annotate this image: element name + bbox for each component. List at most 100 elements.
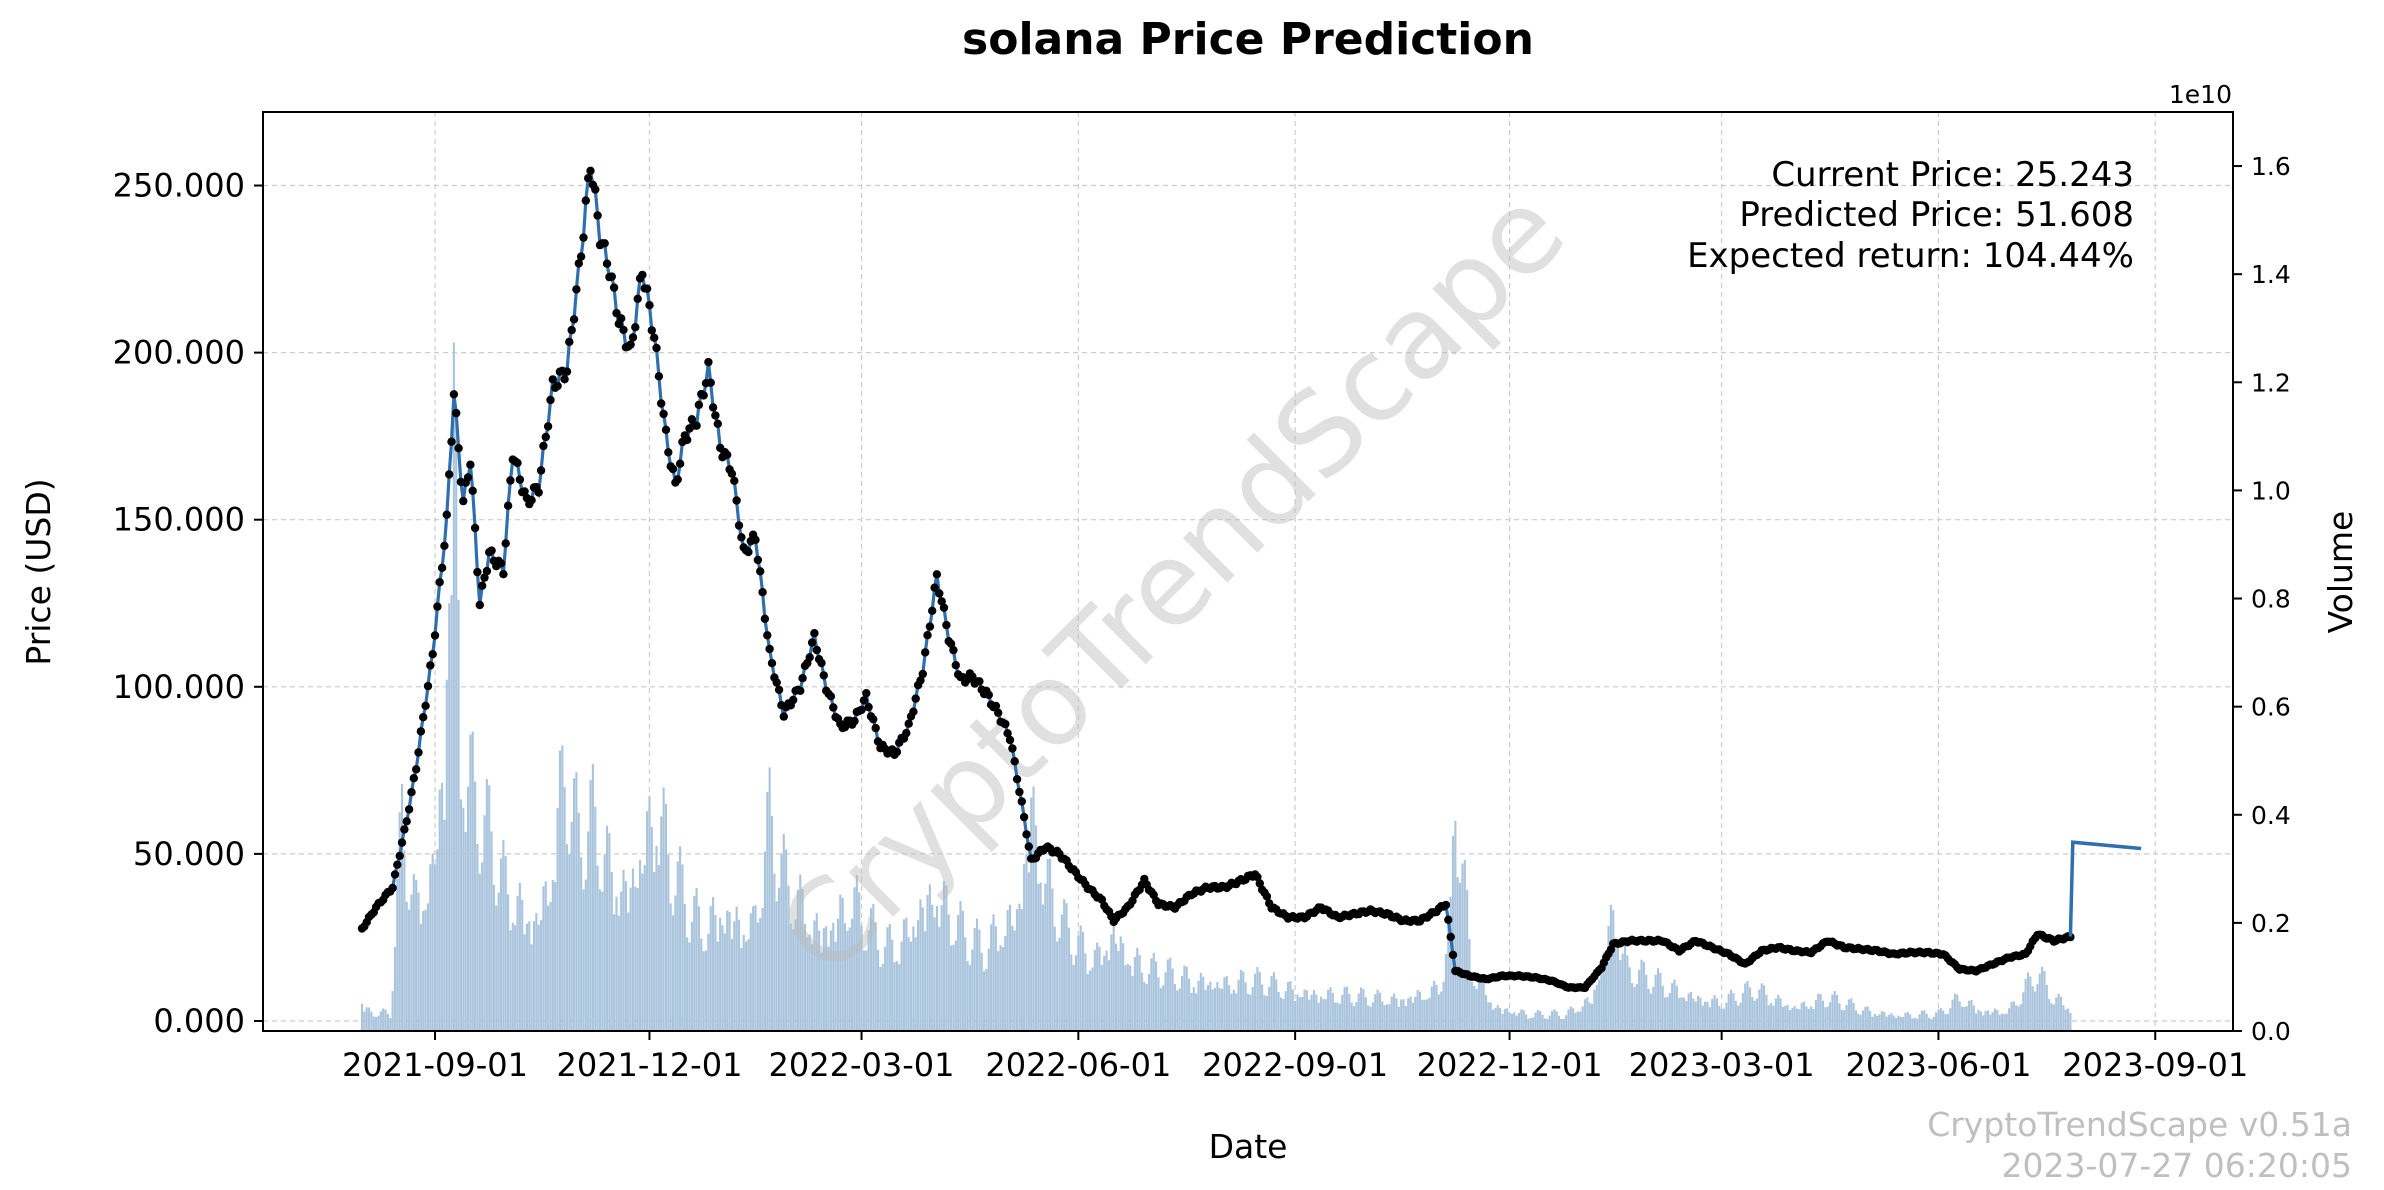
- price-point: [496, 559, 506, 568]
- volume-bar: [1228, 985, 1231, 1031]
- volume-bar: [1119, 936, 1122, 1031]
- x-tick-label: 2023-03-01: [1629, 1046, 1815, 1084]
- volume-bar: [1673, 979, 1676, 1031]
- volume-bar: [412, 874, 415, 1031]
- price-point: [1448, 950, 1458, 960]
- volume-bar: [1444, 954, 1448, 1031]
- volume-bar: [1852, 1002, 1855, 1031]
- volume-bar: [1621, 953, 1624, 1031]
- volume-bar: [1923, 1010, 1926, 1031]
- price-point: [395, 851, 404, 861]
- volume-bar: [1480, 974, 1483, 1031]
- volume-bar: [653, 872, 656, 1031]
- volume-bar: [770, 816, 774, 1031]
- volume-bar: [886, 927, 889, 1031]
- volume-bar: [422, 910, 425, 1031]
- volume-bar: [1317, 1002, 1320, 1031]
- volume-bar: [879, 967, 882, 1031]
- price-point: [586, 166, 595, 175]
- volume-bar: [1126, 963, 1129, 1031]
- price-point: [1019, 812, 1029, 822]
- volume-bar: [1968, 1000, 1971, 1031]
- price-point: [463, 473, 473, 482]
- volume-bar: [1788, 1010, 1792, 1031]
- volume-bar: [1096, 942, 1099, 1031]
- volume-bar: [905, 917, 908, 1031]
- volume-bar: [1847, 999, 1850, 1031]
- volume-bar: [952, 944, 955, 1031]
- volume-bar: [1930, 1018, 1933, 1031]
- volume-bar: [1492, 1009, 1495, 1031]
- volume-bar: [839, 894, 842, 1031]
- price-point: [541, 432, 550, 442]
- volume-bar: [1237, 979, 1240, 1031]
- price-point: [579, 233, 588, 242]
- volume-bar: [1861, 1010, 1865, 1031]
- volume-bar: [1814, 1000, 1817, 1031]
- volume-bar: [966, 961, 969, 1031]
- price-point: [548, 375, 557, 384]
- volume-bar: [613, 914, 616, 1031]
- volume-bar: [1701, 1005, 1704, 1031]
- volume-bar: [1598, 979, 1601, 1031]
- volume-bar: [992, 914, 995, 1031]
- volume-bar: [900, 941, 903, 1031]
- volume-bar: [1819, 994, 1822, 1031]
- volume-bar: [730, 938, 733, 1031]
- volume-bar: [2001, 1013, 2004, 1031]
- price-point: [565, 337, 574, 347]
- volume-bar: [2003, 1013, 2006, 1031]
- volume-bar: [1331, 993, 1334, 1031]
- price-point: [560, 375, 569, 384]
- price-point: [1253, 872, 1262, 882]
- price-point: [426, 661, 435, 670]
- volume-bar: [650, 826, 653, 1031]
- volume-bar: [902, 919, 906, 1031]
- volume-bar: [1145, 983, 1148, 1031]
- volume-bar: [1098, 946, 1101, 1031]
- volume-bar: [1826, 1006, 1829, 1031]
- volume-bar: [617, 915, 620, 1031]
- price-point: [617, 314, 626, 323]
- volume-bar: [1114, 943, 1118, 1031]
- volume-bar: [1909, 1014, 1912, 1031]
- volume-bar: [862, 950, 865, 1031]
- price-point: [421, 701, 430, 710]
- volume-bar: [1975, 1013, 1978, 1031]
- volume-bar: [547, 905, 550, 1031]
- volume-bar: [726, 910, 729, 1031]
- volume-bar: [587, 831, 590, 1031]
- volume-bar: [584, 879, 587, 1031]
- volume-bar: [379, 1011, 382, 1031]
- y2-axis-ticks: 0.0 0.2 0.4 0.6 0.8 1.0 1.2 1.4 1.6: [2233, 152, 2291, 1046]
- volume-bar: [1428, 997, 1431, 1031]
- volume-bar: [978, 929, 981, 1031]
- volume-bar: [881, 963, 884, 1031]
- volume-bar: [2017, 1006, 2020, 1031]
- price-point: [447, 437, 456, 446]
- y2-tick-label: 0.0: [2251, 1017, 2291, 1046]
- volume-bar: [1202, 976, 1205, 1031]
- volume-bar: [721, 925, 724, 1031]
- volume-bar: [799, 874, 802, 1031]
- volume-bar: [1484, 995, 1488, 1031]
- volume-bar: [1963, 1006, 1966, 1031]
- volume-bar: [1355, 1002, 1358, 1031]
- volume-bar: [716, 941, 719, 1031]
- price-point: [723, 450, 732, 459]
- volume-bar: [888, 923, 891, 1031]
- volume-bar: [2064, 1009, 2067, 1031]
- volume-bar: [1006, 910, 1009, 1031]
- volume-bar: [822, 928, 825, 1031]
- volume-bar: [1296, 994, 1299, 1031]
- volume-bar: [1157, 977, 1160, 1031]
- volume-bar: [1032, 786, 1035, 1031]
- volume-bar: [1312, 990, 1316, 1031]
- volume-bar: [2062, 1005, 2065, 1031]
- price-point: [892, 747, 902, 757]
- volume-bar: [829, 930, 832, 1031]
- price-point: [850, 716, 859, 726]
- volume-bar: [1463, 860, 1466, 1031]
- volume-bar: [1421, 999, 1424, 1031]
